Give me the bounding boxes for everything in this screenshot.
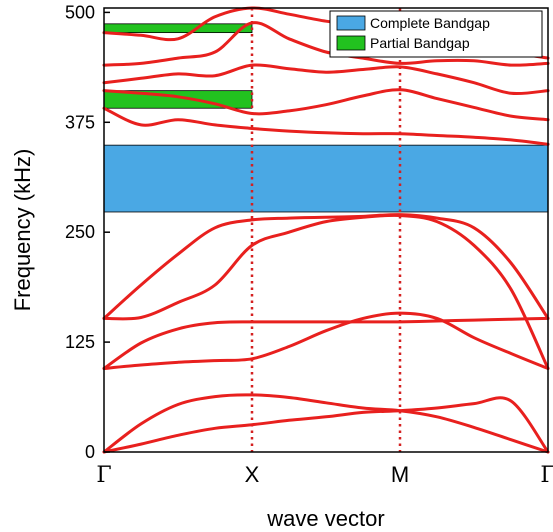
legend-swatch-partial [336,35,366,51]
bandgap-regions [103,23,549,213]
partial-bandgap-region-2 [103,23,253,34]
band-curve-9 [102,63,550,96]
y-axis-title: Frequency (kHz) [10,149,35,312]
legend-swatch-complete [336,15,366,31]
complete-bandgap-region [103,144,549,213]
y-tick-label: 500 [65,2,95,22]
band-curve-7 [102,106,550,146]
band-curve-5 [102,213,550,370]
y-axis-ticks: 0 125 250 375 500 [65,2,110,462]
x-tick-label-1: Γ [96,463,111,488]
band-curve-6 [102,213,550,320]
y-tick-label: 125 [65,332,95,352]
legend-label-complete: Complete Bandgap [370,15,490,31]
x-axis-title: wave vector [266,506,384,531]
legend-label-partial: Partial Bandgap [370,35,470,51]
band-curve-8 [102,88,550,122]
band-curve-10 [102,21,550,67]
x-tick-label-3: M [391,462,409,487]
band-curve-3 [102,311,550,370]
y-tick-label: 0 [85,442,95,462]
y-tick-label: 375 [65,112,95,132]
band-curve-4 [102,316,550,370]
symmetry-lines [250,8,402,452]
y-tick-label: 250 [65,222,95,242]
dispersion-curves [102,6,550,454]
band-curve-1 [102,396,550,454]
x-tick-label-2: X [245,462,260,487]
band-curve-2 [102,393,550,454]
plot-frame [103,7,549,453]
x-tick-label-4: Γ [540,463,553,488]
legend: Complete Bandgap Partial Bandgap [329,10,543,58]
